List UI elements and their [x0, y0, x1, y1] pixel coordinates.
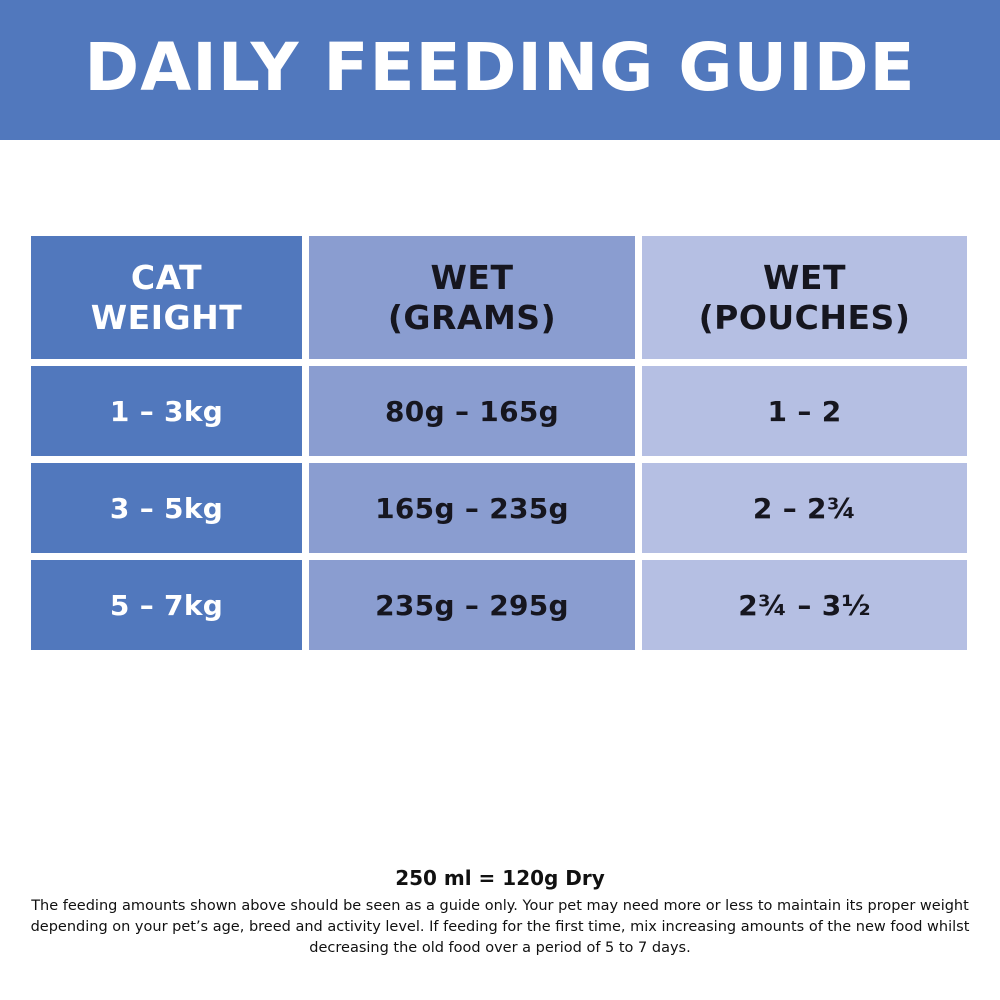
- footer-notes: 250 ml = 120g Dry The feeding amounts sh…: [0, 866, 1000, 959]
- title-banner: DAILY FEEDING GUIDE: [0, 0, 1000, 140]
- page-title: DAILY FEEDING GUIDE: [84, 28, 916, 106]
- row-3-weight: 5 – 7kg: [31, 560, 302, 650]
- row-3-grams: 235g – 295g: [309, 560, 635, 650]
- row-3-pouches: 2¾ – 3½: [642, 560, 967, 650]
- header-cat-weight: CAT WEIGHT: [31, 236, 302, 359]
- row-1-weight: 1 – 3kg: [31, 366, 302, 456]
- feeding-table: CAT WEIGHT WET (GRAMS) WET (POUCHES) 1 –…: [31, 236, 967, 650]
- dry-conversion-note: 250 ml = 120g Dry: [395, 866, 605, 890]
- row-2-weight: 3 – 5kg: [31, 463, 302, 553]
- row-1-pouches: 1 – 2: [642, 366, 967, 456]
- feeding-disclaimer: The feeding amounts shown above should b…: [30, 898, 970, 956]
- header-wet-grams: WET (GRAMS): [309, 236, 635, 359]
- header-wet-pouches: WET (POUCHES): [642, 236, 967, 359]
- row-2-pouches: 2 – 2¾: [642, 463, 967, 553]
- row-1-grams: 80g – 165g: [309, 366, 635, 456]
- row-2-grams: 165g – 235g: [309, 463, 635, 553]
